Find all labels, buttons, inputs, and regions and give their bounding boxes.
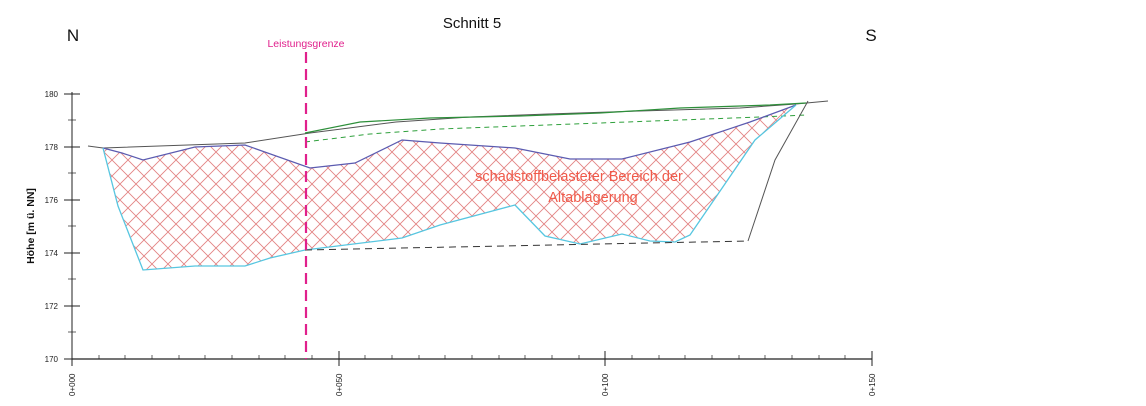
contaminated-zone-hatch <box>103 105 796 270</box>
y-tick-label: 172 <box>45 302 59 311</box>
y-tick-label: 170 <box>45 355 59 364</box>
direction-south-label: S <box>865 26 876 45</box>
x-tick-label: 0+000 <box>68 373 77 396</box>
x-tick-label: 0+100 <box>601 373 610 396</box>
x-tick-label: 0+050 <box>335 373 344 396</box>
y-axis <box>64 92 80 360</box>
slope-line <box>747 100 809 242</box>
zone-lower-boundary <box>102 104 797 271</box>
y-axis-label: Höhe [m ü. NN] <box>25 188 37 264</box>
boundary-label: Leistungsgrenze <box>267 38 344 50</box>
zone-label-line2: Altablagerung <box>548 190 638 206</box>
section-title: Schnitt 5 <box>443 15 501 32</box>
zone-upper-boundary <box>102 104 797 169</box>
y-tick-label: 174 <box>45 249 59 258</box>
planned-surface-dashed <box>304 114 807 143</box>
direction-north-label: N <box>67 26 79 45</box>
x-axis <box>71 351 873 366</box>
x-tick-label: 0+150 <box>868 373 877 396</box>
zone-label-line1: schadstoffbelasteter Bereich der <box>475 169 683 185</box>
base-dashed-line <box>304 240 749 251</box>
planned-surface-line <box>304 102 807 134</box>
y-tick-label: 178 <box>45 143 59 152</box>
y-tick-label: 176 <box>45 196 59 205</box>
y-tick-label: 180 <box>45 90 59 99</box>
